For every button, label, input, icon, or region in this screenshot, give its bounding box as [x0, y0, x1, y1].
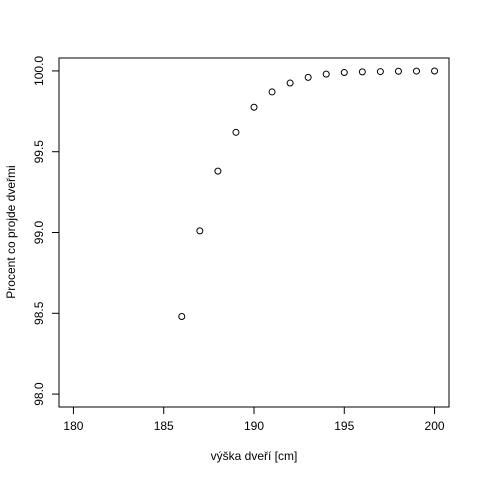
point: [394, 67, 402, 75]
x-tick-label: 190: [244, 419, 264, 433]
point: [232, 128, 240, 136]
x-tick-label: 195: [334, 419, 354, 433]
y-tick-label: 98.5: [32, 301, 46, 325]
y-axis-label: Procent co projde dveřmi: [4, 165, 18, 298]
point: [358, 68, 366, 76]
y-tick-label: 99.0: [32, 220, 46, 244]
point: [178, 313, 186, 321]
x-tick-label: 185: [154, 419, 174, 433]
point: [431, 67, 439, 75]
y-tick-label: 99.5: [32, 140, 46, 164]
x-axis-label: výška dveří [cm]: [211, 449, 298, 463]
point: [413, 67, 420, 75]
x-tick-label: 180: [63, 419, 83, 433]
point: [250, 103, 258, 111]
point: [286, 79, 294, 87]
point: [196, 227, 204, 235]
point: [268, 88, 276, 96]
x-tick-label: 200: [425, 419, 445, 433]
point: [376, 68, 384, 76]
y-tick-label: 98.0: [32, 382, 46, 406]
y-tick-label: 100.0: [32, 56, 46, 86]
point: [340, 69, 348, 77]
point: [304, 73, 312, 81]
point: [322, 70, 330, 78]
point: [214, 167, 222, 175]
